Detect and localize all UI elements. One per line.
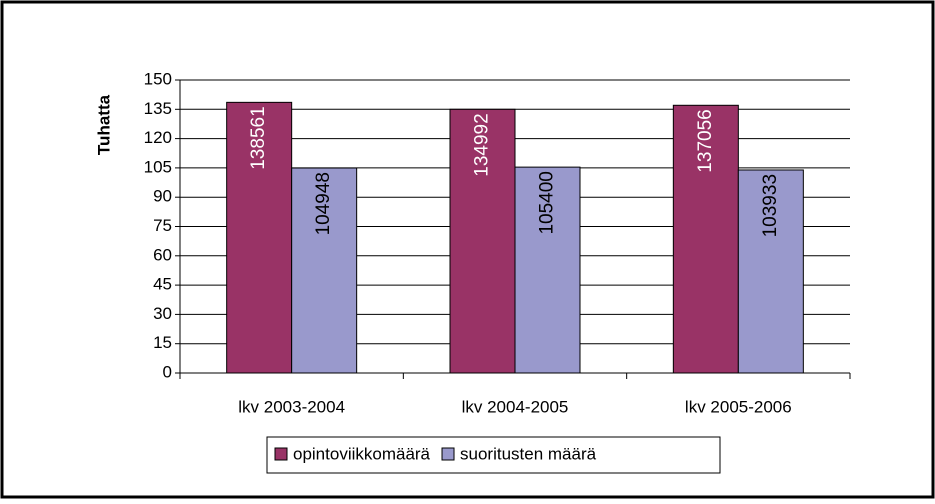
y-tick-label: 90: [153, 187, 172, 206]
data-label: 134992: [472, 113, 493, 176]
y-tick-label: 15: [153, 333, 172, 352]
bar: [449, 108, 516, 374]
legend-label: opintoviikkomäärä: [293, 444, 431, 463]
y-tick-label: 75: [153, 216, 172, 235]
y-axis-label: Tuhatta: [94, 94, 113, 155]
y-tick-label: 45: [153, 275, 172, 294]
data-label: 138561: [248, 106, 269, 169]
y-tick-label: 135: [144, 99, 172, 118]
legend: [266, 436, 721, 474]
legend-swatch: [274, 447, 288, 461]
y-tick-label: 105: [144, 157, 172, 176]
data-label: 103933: [760, 174, 781, 237]
y-tick-label: 30: [153, 304, 172, 323]
data-label: 104948: [313, 172, 334, 235]
data-label: 137056: [695, 109, 716, 172]
y-tick-label: 60: [153, 245, 172, 264]
x-tick-label: lkv 2004-2005: [462, 397, 569, 416]
bar: [291, 167, 358, 374]
data-label: 105400: [537, 171, 558, 234]
y-tick-label: 150: [144, 69, 172, 88]
bar: [672, 104, 739, 374]
x-tick-label: lkv 2005-2006: [685, 397, 792, 416]
y-tick-label: 0: [163, 362, 172, 381]
bar: [514, 166, 581, 374]
bar: [226, 101, 293, 374]
bar: [737, 169, 804, 374]
legend-label: suoritusten määrä: [460, 444, 597, 463]
legend-swatch: [441, 447, 455, 461]
y-tick-label: 120: [144, 128, 172, 147]
x-tick-label: lkv 2003-2004: [238, 397, 345, 416]
